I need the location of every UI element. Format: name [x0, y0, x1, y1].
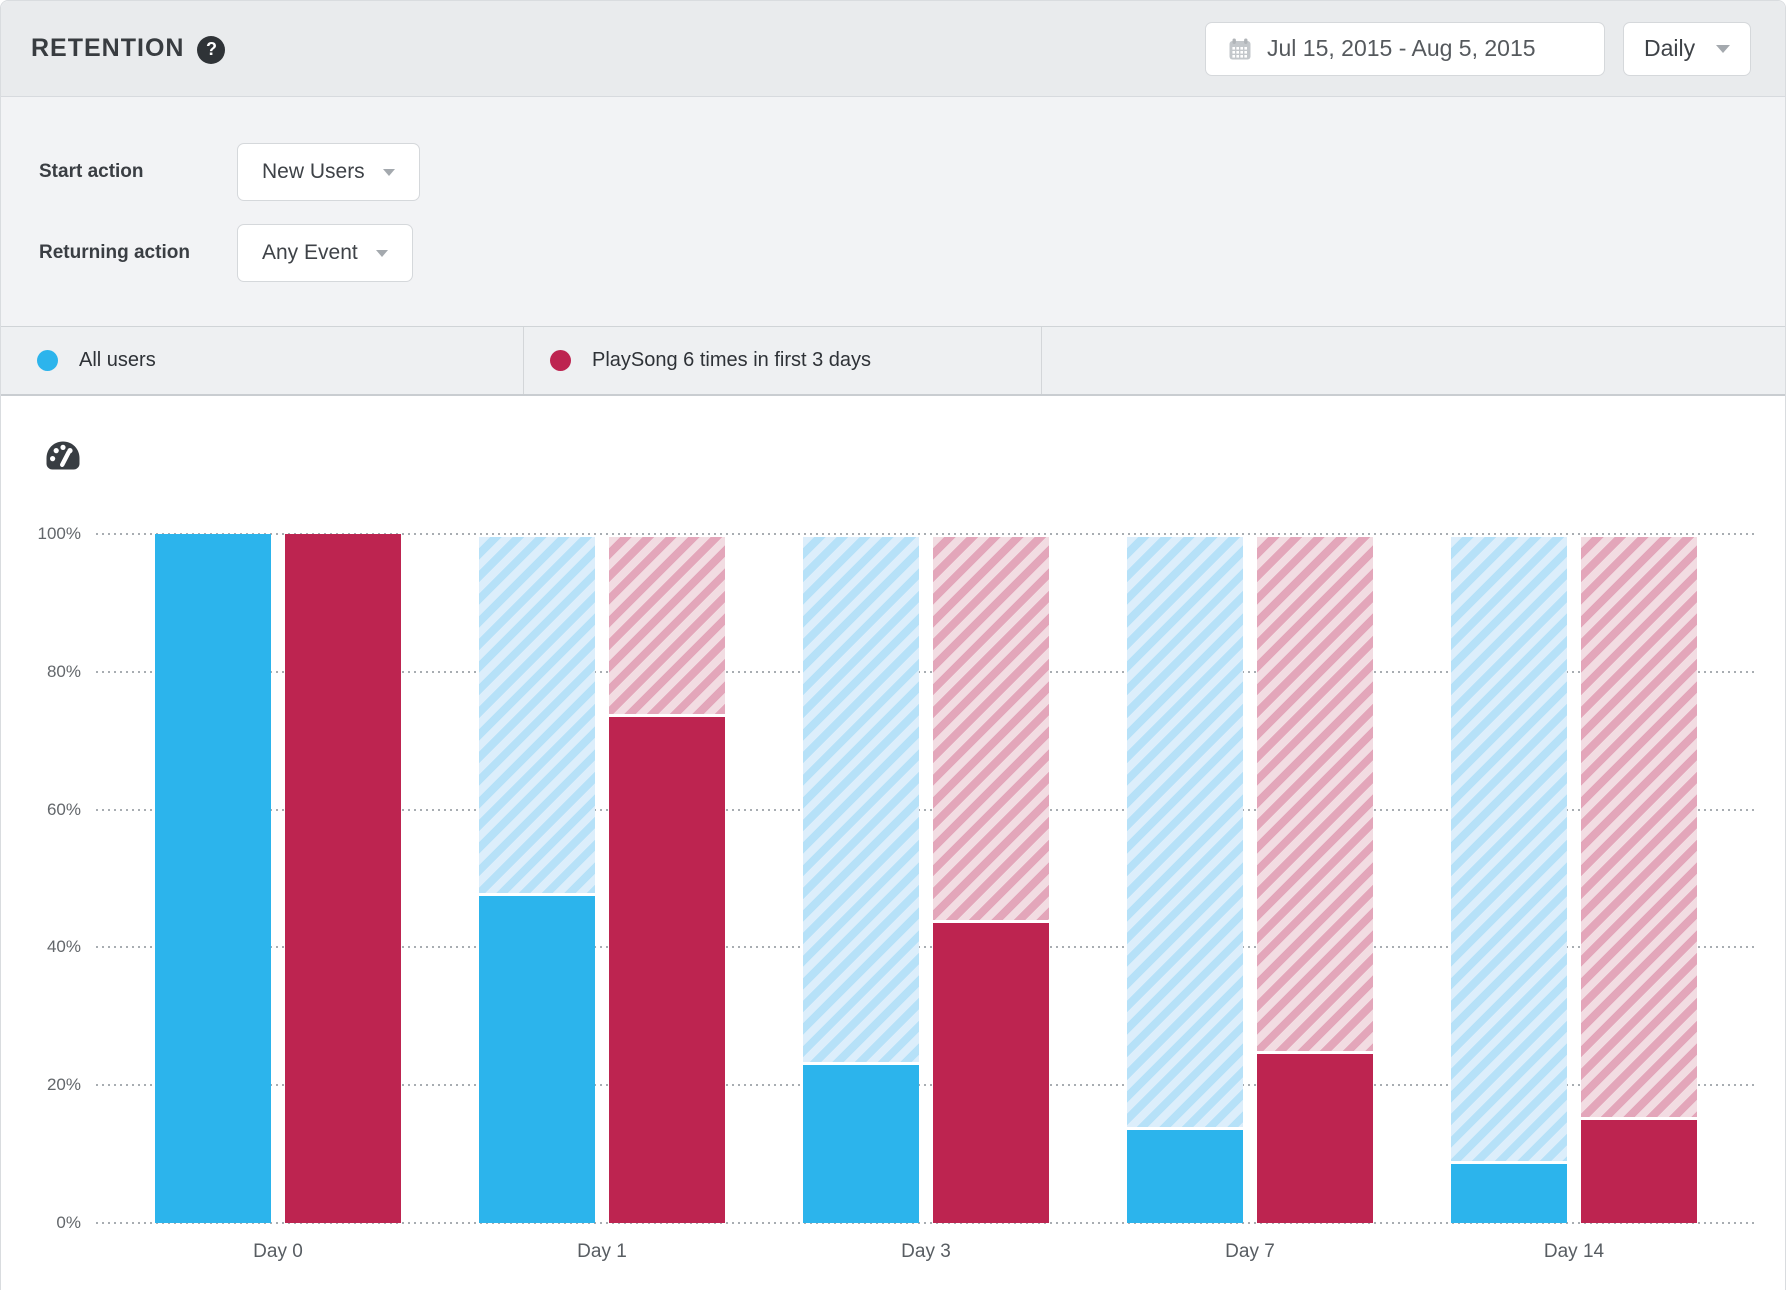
y-gridline — [96, 808, 1756, 811]
retention-bar[interactable] — [1257, 534, 1373, 1223]
returning-action-dropdown[interactable]: Any Event — [237, 224, 413, 282]
x-axis-category-label: Day 14 — [1543, 1241, 1605, 1262]
x-axis-category-label: Day 1 — [577, 1241, 627, 1262]
retention-bar[interactable] — [479, 534, 595, 1223]
tab-all-users[interactable]: All users — [1, 327, 524, 394]
bar-remainder-hatch — [1127, 537, 1243, 1127]
start-action-value: New Users — [262, 160, 365, 183]
returning-action-label: Returning action — [39, 242, 190, 263]
chevron-down-icon — [1716, 44, 1730, 53]
y-axis-tick-label: 40% — [46, 937, 81, 957]
y-gridline — [96, 946, 1756, 949]
bar-remainder-hatch — [1581, 537, 1697, 1117]
legend-dot-red — [550, 350, 571, 371]
help-icon[interactable]: ? — [197, 35, 226, 64]
title-wrap: RETENTION ? — [31, 34, 226, 64]
tab-all-users-label: All users — [79, 349, 156, 371]
bar-remainder-hatch — [1451, 537, 1567, 1162]
date-range-text: Jul 15, 2015 - Aug 5, 2015 — [1267, 35, 1536, 61]
retention-bar[interactable] — [803, 534, 919, 1223]
calendar-icon — [1228, 37, 1252, 61]
y-axis-tick-label: 60% — [46, 799, 81, 819]
legend-dot-blue — [37, 350, 58, 371]
bar-solid-fill — [285, 534, 401, 1223]
retention-bar[interactable] — [1581, 534, 1697, 1223]
retention-bar[interactable] — [285, 534, 401, 1223]
bar-solid-fill — [933, 923, 1049, 1223]
y-axis-tick-label: 20% — [46, 1075, 81, 1095]
page-title: RETENTION — [31, 34, 185, 62]
y-axis-tick-label: 0% — [56, 1213, 81, 1232]
x-axis-category-label: Day 7 — [1225, 1241, 1275, 1262]
y-gridline — [96, 1222, 1756, 1224]
granularity-dropdown[interactable]: Daily — [1623, 21, 1751, 76]
tab-playsong-cohort[interactable]: PlaySong 6 times in first 3 days — [524, 327, 1042, 394]
tab-playsong-cohort-label: PlaySong 6 times in first 3 days — [592, 349, 872, 371]
x-axis-category-label: Day 0 — [253, 1241, 303, 1262]
returning-action-value: Any Event — [262, 241, 358, 264]
start-action-label: Start action — [39, 161, 144, 182]
gauge-icon[interactable] — [45, 440, 81, 471]
legend-empty-area — [1042, 327, 1785, 394]
retention-bar[interactable] — [155, 534, 271, 1223]
y-axis-tick-label: 80% — [46, 661, 81, 681]
bar-solid-fill — [803, 1064, 919, 1223]
bar-remainder-hatch — [933, 537, 1049, 921]
date-range-button[interactable]: Jul 15, 2015 - Aug 5, 2015 — [1205, 21, 1605, 76]
chevron-down-icon — [382, 168, 395, 176]
start-action-row: Start action New Users — [1, 143, 1785, 201]
bar-remainder-hatch — [1257, 537, 1373, 1052]
bar-solid-fill — [479, 895, 595, 1223]
bar-solid-fill — [1451, 1164, 1567, 1223]
granularity-value: Daily — [1644, 35, 1696, 61]
bar-remainder-hatch — [479, 537, 595, 893]
bar-solid-fill — [609, 716, 725, 1223]
y-gridline — [96, 1084, 1756, 1087]
x-axis-category-label: Day 3 — [901, 1241, 951, 1262]
retention-bar[interactable] — [609, 534, 725, 1223]
chevron-down-icon — [375, 249, 388, 257]
bar-solid-fill — [1581, 1119, 1697, 1223]
retention-bar[interactable] — [1127, 534, 1243, 1223]
retention-chart: 100% 80% 60% 40% 20% 0% Day 0 Day 1 Day 3 Day 7 Da… — [1, 396, 1785, 1290]
returning-action-row: Returning action Any Event — [1, 224, 1785, 282]
start-action-dropdown[interactable]: New Users — [237, 143, 420, 201]
retention-bar[interactable] — [1451, 534, 1567, 1223]
header: RETENTION ? — [1, 1, 1785, 97]
bar-solid-fill — [155, 534, 271, 1223]
bar-solid-fill — [1257, 1054, 1373, 1223]
y-gridline — [96, 533, 1756, 535]
y-gridline — [96, 670, 1756, 673]
cohort-legend-tabs: All users PlaySong 6 times in first 3 da… — [1, 327, 1785, 396]
bar-remainder-hatch — [803, 537, 919, 1062]
y-axis-tick-label: 100% — [37, 524, 81, 543]
header-controls: Jul 15, 2015 - Aug 5, 2015 Daily — [1205, 21, 1751, 76]
filters-section: Start action New Users Returning action … — [1, 97, 1785, 327]
bar-remainder-hatch — [609, 537, 725, 714]
retention-bar[interactable] — [933, 534, 1049, 1223]
bar-solid-fill — [1127, 1130, 1243, 1223]
